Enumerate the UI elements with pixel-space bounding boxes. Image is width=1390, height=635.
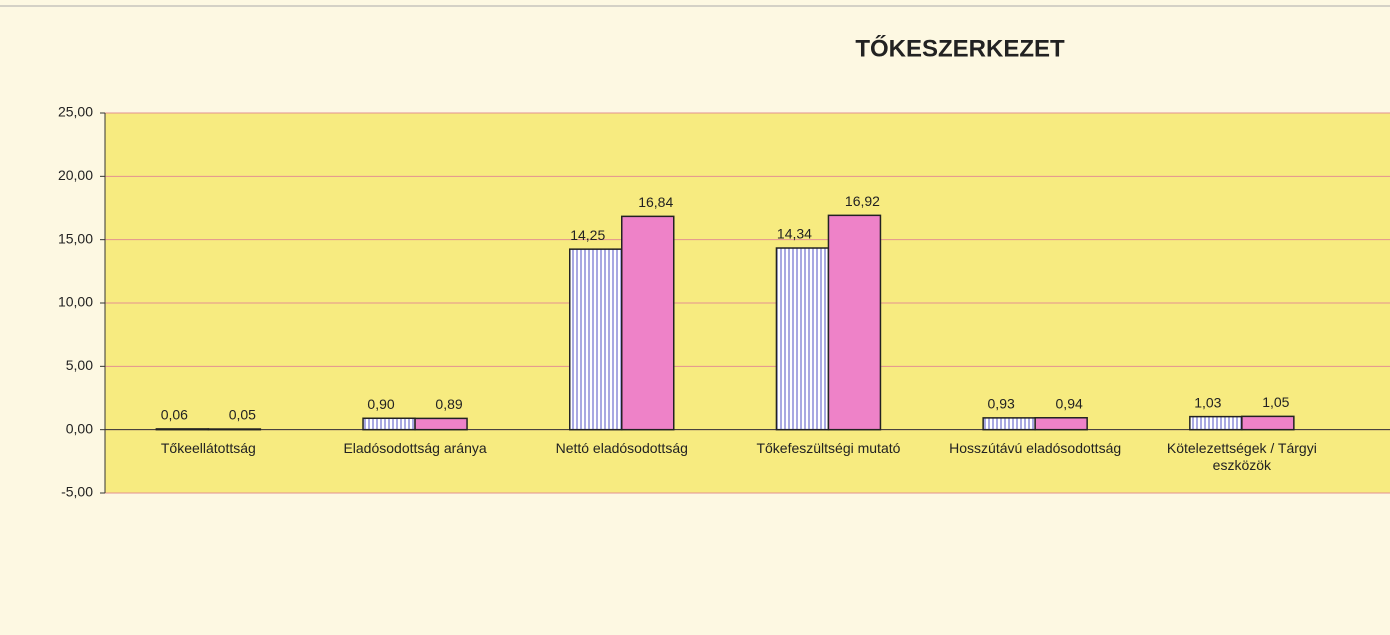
x-tick-label: Hosszútávú eladósodottság: [949, 439, 1122, 456]
data-label: 0,89: [435, 396, 462, 412]
y-tick-label: 0,00: [66, 420, 93, 436]
data-label: 16,84: [638, 194, 673, 210]
x-tick-label: Eladósodottság aránya: [343, 439, 487, 456]
data-label: 16,92: [845, 193, 880, 209]
y-tick-label: 20,00: [58, 167, 93, 183]
x-tick-label: Tőkefeszültségi mutató: [756, 439, 901, 456]
data-label: 0,94: [1056, 395, 1083, 411]
data-label: 1,05: [1262, 394, 1289, 410]
bar: [621, 215, 675, 431]
bar: [362, 417, 416, 431]
data-label: 0,06: [161, 407, 188, 423]
bar: [414, 417, 468, 431]
bar: [1034, 417, 1088, 431]
bar: [155, 428, 210, 431]
data-label: 14,25: [570, 227, 605, 243]
bar: [775, 247, 830, 431]
data-label: 0,90: [367, 396, 394, 412]
bar: [1241, 415, 1295, 431]
bar: [207, 428, 262, 431]
y-tick-label: 5,00: [66, 357, 93, 373]
data-label: 0,05: [229, 407, 256, 423]
bar: [1189, 415, 1243, 431]
bar: [827, 214, 882, 431]
y-tick-label: 25,00: [58, 104, 93, 120]
y-tick-label: -5,00: [61, 484, 93, 500]
y-tick-label: 10,00: [58, 294, 93, 310]
bar: [982, 417, 1036, 431]
data-label: 0,93: [988, 396, 1015, 412]
x-tick-label: Kötelezettségek / Tárgyi eszközök: [1166, 439, 1317, 473]
data-label: 1,03: [1194, 394, 1221, 410]
x-tick-label: Tőkeellátottság: [160, 439, 256, 456]
chart-title: TŐKESZERKEZET: [855, 34, 1065, 62]
data-label: 14,34: [777, 226, 812, 242]
y-tick-label: 15,00: [58, 230, 93, 246]
x-tick-label: Nettó eladósodottság: [555, 439, 688, 456]
bar: [569, 248, 623, 431]
x-tick-label: Kötelezettsé nettó: [1351, 440, 1390, 457]
